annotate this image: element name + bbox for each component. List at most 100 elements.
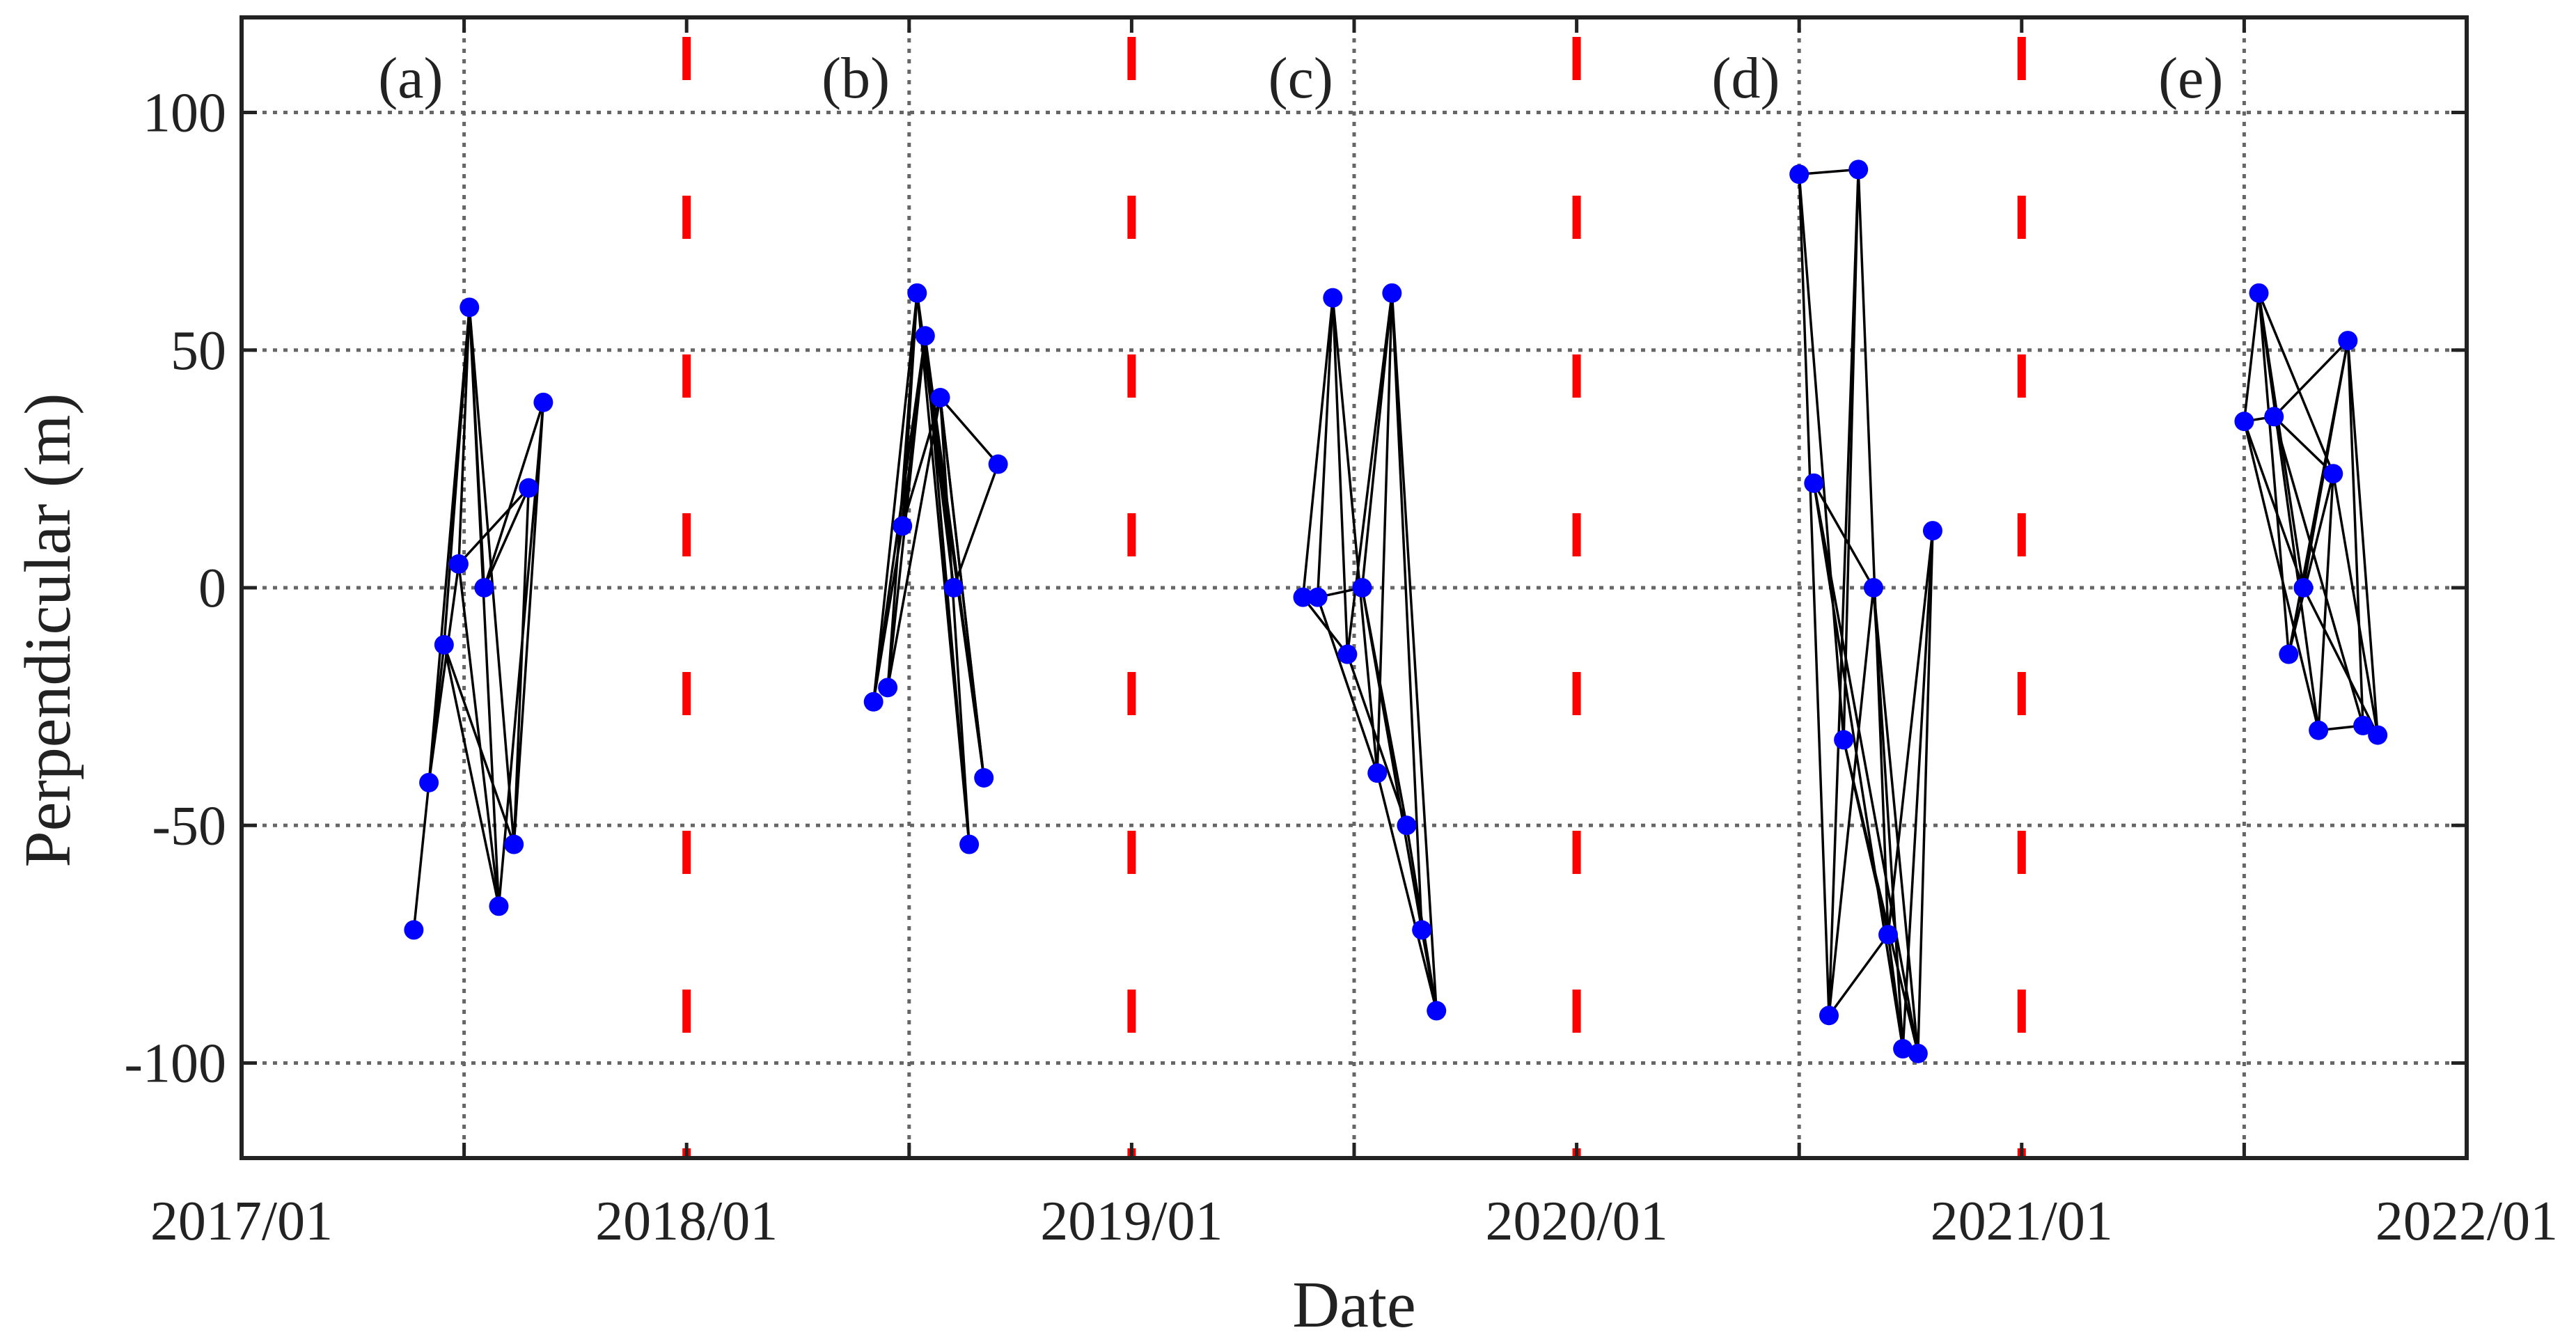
acquisition-point: [1878, 925, 1899, 945]
baseline-edge: [2346, 340, 2379, 735]
acquisition-point: [1848, 159, 1869, 180]
acquisition-point: [1367, 763, 1388, 783]
acquisition-point: [2309, 720, 2329, 740]
baseline-edge: [1390, 292, 1438, 1011]
y-tick-label: 100: [143, 83, 226, 144]
acquisition-point: [448, 554, 469, 574]
acquisition-point: [460, 297, 480, 318]
panel-label: (c): [1269, 46, 1333, 111]
acquisition-point: [1863, 578, 1883, 597]
axes-frame: [239, 15, 2469, 1160]
baseline-edges: [412, 168, 2379, 1054]
acquisition-point: [1352, 578, 1372, 597]
baseline-edge: [443, 644, 501, 907]
baseline-edge: [1842, 169, 1860, 740]
acquisition-point: [533, 392, 553, 412]
baseline-edge: [1857, 169, 1890, 935]
baseline-edge: [901, 292, 919, 526]
acquisition-point: [1834, 730, 1854, 750]
baseline-edge: [1887, 530, 1934, 935]
baseline-edge: [924, 336, 985, 779]
panel-label: (e): [2158, 46, 2223, 111]
x-tick-label: 2017/01: [150, 1191, 333, 1252]
x-tick-label: 2018/01: [595, 1191, 778, 1252]
panel-label: (d): [1712, 46, 1780, 111]
baseline-edge: [2257, 292, 2291, 655]
acquisition-point: [1323, 288, 1343, 308]
panel-label: (a): [378, 46, 443, 111]
baseline-edge: [457, 487, 530, 565]
baseline-edge: [1828, 934, 1890, 1017]
acquisition-point: [988, 454, 1008, 474]
acquisition-point: [1382, 283, 1402, 303]
acquisition-point: [915, 326, 935, 346]
baseline-edge: [1376, 292, 1394, 774]
acquisition-point: [434, 634, 454, 655]
baseline-edge: [2346, 341, 2364, 726]
baseline-edge: [1917, 531, 1934, 1054]
acquisition-point: [2293, 578, 2314, 597]
acquisition-point: [1427, 1001, 1447, 1021]
acquisition-point: [1804, 473, 1824, 493]
y-tick-label: -50: [152, 795, 226, 857]
baseline-edge: [1828, 169, 1860, 1016]
acquisition-point: [893, 516, 913, 536]
baseline-edge: [1872, 587, 1919, 1054]
baseline-edge: [1798, 174, 1845, 740]
acquisition-point: [2338, 331, 2358, 351]
acquisition-point: [959, 834, 980, 854]
x-axis-title: Date: [1292, 1269, 1415, 1341]
acquisition-point: [2234, 412, 2254, 432]
baseline-edge: [1390, 292, 1423, 930]
x-tick-label: 2021/01: [1931, 1191, 2113, 1252]
baseline-edge: [952, 463, 1000, 588]
baseline-edge: [2302, 587, 2379, 736]
baseline-edge: [1798, 174, 1830, 1016]
baseline-edge: [1799, 168, 1859, 175]
baseline-edge: [1302, 596, 1349, 655]
acquisition-point: [1789, 164, 1809, 185]
baseline-edge: [1828, 587, 1875, 1016]
baseline-edge: [1360, 292, 1394, 588]
tick-and-panel-labels: (a) (b) (c) (d) (e) 100 50 0 -50 -100 2017/01 2018/…: [124, 46, 2558, 1252]
acquisition-point: [907, 283, 927, 303]
acquisition-point: [1908, 1043, 1928, 1063]
baseline-edge: [2332, 473, 2379, 735]
baseline-edge: [1316, 297, 1335, 597]
baseline-edge: [938, 397, 971, 845]
baseline-edge: [512, 487, 531, 845]
acquisition-point: [504, 834, 524, 854]
baseline-edge: [1301, 297, 1335, 597]
baseline-edge: [2317, 474, 2334, 730]
baseline-edge: [1376, 772, 1438, 1011]
baseline-edge: [2243, 292, 2261, 422]
baseline-edge: [468, 307, 515, 845]
acquisition-point: [1293, 587, 1313, 607]
baseline-edge: [443, 307, 471, 646]
baseline-edge: [872, 292, 919, 702]
baseline-edge: [1812, 483, 1919, 1054]
baseline-edge: [512, 402, 545, 845]
baseline-edge: [901, 336, 927, 526]
acquisition-point: [519, 478, 539, 498]
baseline-edge: [482, 487, 530, 588]
baseline-edge: [1872, 587, 1904, 1049]
baseline-edge: [1887, 935, 1904, 1049]
acquisition-point: [1307, 587, 1328, 607]
baseline-edge: [2257, 292, 2334, 474]
y-axis-title: Perpendicular (m): [12, 393, 84, 867]
panel-label: (b): [822, 46, 890, 111]
acquisition-point: [1412, 920, 1432, 940]
baseline-edge: [412, 782, 430, 930]
year-separators: [682, 37, 2026, 1158]
baseline-edge: [457, 563, 501, 907]
y-tick-label: -100: [124, 1033, 226, 1095]
acquisition-point: [974, 768, 994, 788]
baseline-edge: [939, 396, 999, 465]
acquisition-point: [2279, 644, 2299, 664]
baseline-edge: [1901, 530, 1934, 1049]
baseline-edge: [2257, 292, 2320, 730]
acquisition-point: [2353, 715, 2373, 735]
acquisition-point: [419, 772, 439, 792]
